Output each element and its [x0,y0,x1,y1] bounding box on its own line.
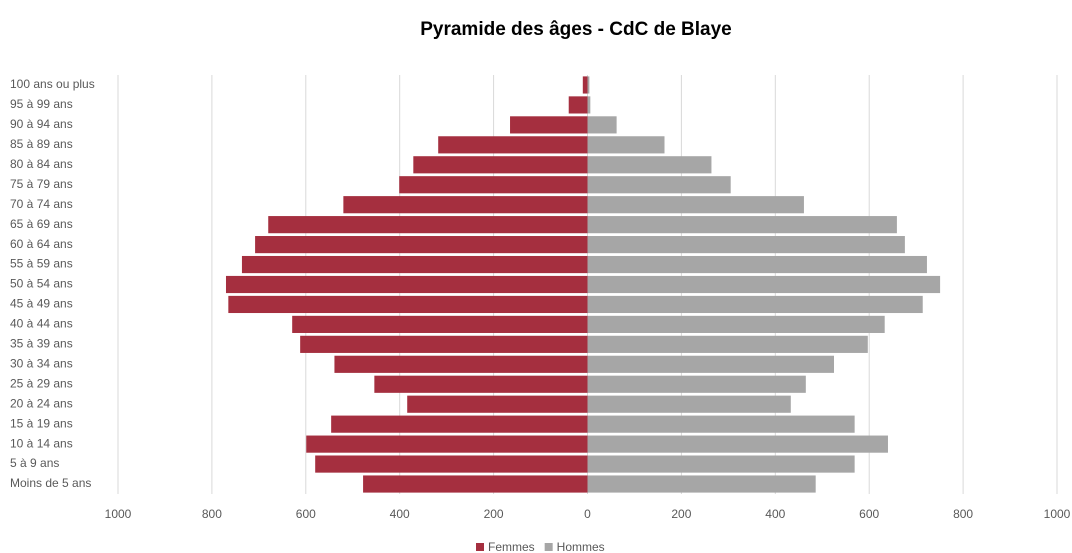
legend-swatch [476,543,484,551]
bar [241,255,588,274]
bar [315,455,588,473]
y-tick-label: 40 à 44 ans [10,317,73,331]
bar [331,415,588,433]
x-tick-label: 800 [953,507,973,521]
x-tick-label: 200 [484,507,504,521]
bar [363,475,588,493]
bar [587,475,816,493]
bar [438,136,588,154]
x-tick-label: 600 [296,507,316,521]
x-tick-label: 600 [859,507,879,521]
x-tick-label: 1000 [1044,507,1071,521]
y-tick-label: 100 ans ou plus [10,77,95,91]
bar [587,275,941,294]
bar [292,315,588,333]
y-tick-label: 10 à 14 ans [10,436,73,450]
legend-label: Hommes [557,540,605,553]
chart-title: Pyramide des âges - CdC de Blaye [420,19,732,40]
x-tick-label: 200 [671,507,691,521]
y-tick-label: 55 à 59 ans [10,257,73,271]
y-tick-label: 85 à 89 ans [10,137,73,151]
bar [587,96,591,114]
bar [268,216,588,234]
bar [587,236,905,254]
bar [255,236,588,254]
bar [587,216,897,234]
x-tick-label: 400 [765,507,785,521]
bar [225,275,588,294]
bar [510,116,588,134]
bar [587,375,806,393]
y-tick-label: 50 à 54 ans [10,277,73,291]
y-tick-label: 15 à 19 ans [10,416,73,430]
y-tick-label: 95 à 99 ans [10,97,73,111]
bar [334,355,588,373]
bar [587,455,855,473]
bar [587,295,923,314]
x-tick-label: 800 [202,507,222,521]
bar [587,196,804,214]
y-tick-label: 35 à 39 ans [10,337,73,351]
y-tick-label: 80 à 84 ans [10,157,73,171]
bar [587,156,712,174]
x-tick-label: 400 [390,507,410,521]
bar [587,395,791,413]
y-tick-label: Moins de 5 ans [10,476,91,490]
bar [582,76,588,94]
bar [587,335,868,353]
y-tick-label: 45 à 49 ans [10,297,73,311]
bar [407,395,588,413]
legend-swatch [544,543,553,551]
y-tick-label: 30 à 34 ans [10,356,73,370]
legend-label: Femmes [488,540,535,553]
bar [587,255,927,274]
y-tick-label: 75 à 79 ans [10,177,73,191]
bar [399,176,588,194]
y-tick-label: 25 à 29 ans [10,376,73,390]
bar [587,355,834,373]
bar [587,176,731,194]
y-tick-label: 5 à 9 ans [10,456,59,470]
x-tick-label: 1000 [105,507,132,521]
bar [587,116,617,134]
bar [343,196,588,214]
bar [587,415,855,433]
y-tick-label: 20 à 24 ans [10,396,73,410]
bar [300,335,588,353]
bar [587,136,665,154]
y-tick-label: 70 à 74 ans [10,197,73,211]
bar [587,76,590,94]
y-tick-label: 65 à 69 ans [10,217,73,231]
bar [568,96,588,114]
bar [587,315,885,333]
bar [374,375,588,393]
x-tick-label: 0 [584,507,591,521]
bar [306,435,588,453]
bar [587,435,888,453]
y-tick-label: 60 à 64 ans [10,237,73,251]
y-tick-label: 90 à 94 ans [10,117,73,131]
bar [228,295,588,314]
bar [413,156,588,174]
